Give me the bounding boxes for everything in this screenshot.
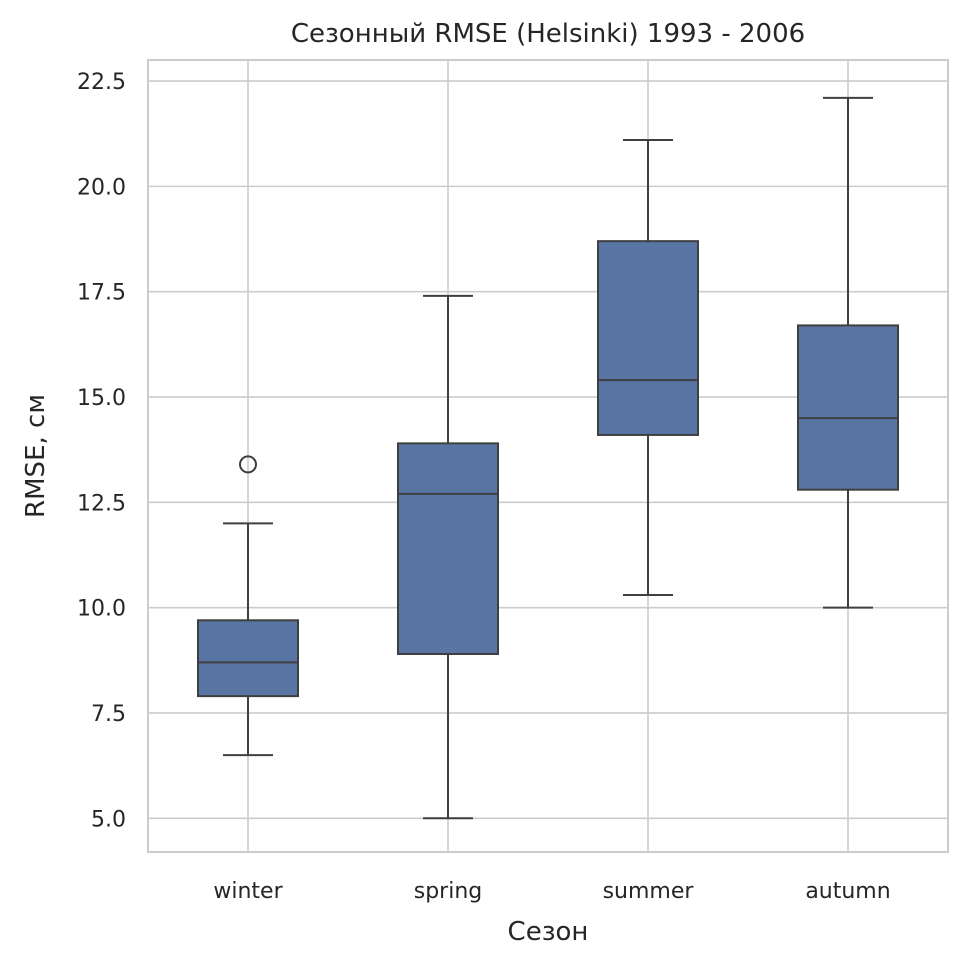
- box-summer: [597, 139, 699, 597]
- x-tick-label-winter: winter: [213, 879, 283, 904]
- x-tick-labels: winter spring summer autumn: [213, 879, 890, 904]
- box-spring: [397, 294, 499, 820]
- x-tick-label-spring: spring: [414, 879, 483, 904]
- iqr-box: [197, 619, 299, 698]
- iqr-box: [797, 324, 899, 491]
- box-autumn: [797, 96, 899, 609]
- y-tick-label: 17.5: [77, 281, 126, 306]
- x-axis-label: Сезон: [508, 917, 589, 947]
- y-axis-label: RMSE, см: [21, 394, 51, 518]
- y-tick-labels: 5.0 7.5 10.0 12.5 15.0 17.5 20.0 22.5: [77, 70, 126, 832]
- box-winter: [197, 455, 299, 757]
- y-tick-label: 15.0: [77, 386, 126, 411]
- outlier-point: [239, 455, 257, 474]
- box-layer: [197, 96, 899, 820]
- y-tick-label: 5.0: [91, 807, 126, 832]
- iqr-box: [397, 442, 499, 655]
- y-tick-label: 7.5: [91, 702, 126, 727]
- plot-frame: [147, 59, 949, 853]
- x-tick-label-summer: summer: [603, 879, 695, 904]
- y-tick-label: 10.0: [77, 597, 126, 622]
- x-tick-label-autumn: autumn: [805, 879, 890, 904]
- y-tick-label: 12.5: [77, 491, 126, 516]
- chart-title: Сезонный RMSE (Helsinki) 1993 - 2006: [291, 19, 805, 49]
- y-tick-label: 20.0: [77, 175, 126, 200]
- y-tick-label: 22.5: [77, 70, 126, 95]
- iqr-box: [597, 240, 699, 436]
